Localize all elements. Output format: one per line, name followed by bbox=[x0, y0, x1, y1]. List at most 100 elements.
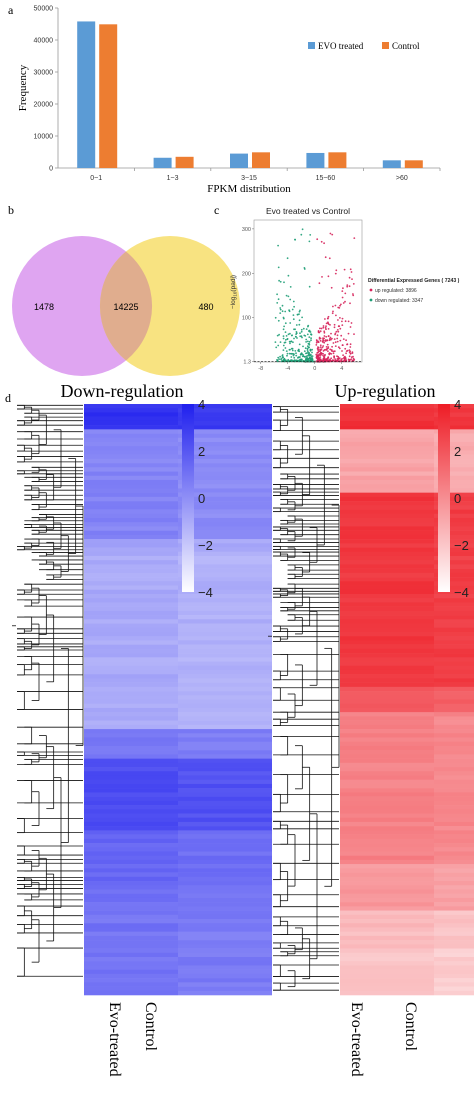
heatmap-cell bbox=[84, 631, 178, 637]
heatmap-cell bbox=[178, 843, 272, 848]
volcano-point-up bbox=[325, 325, 327, 328]
volcano-point-up bbox=[330, 353, 333, 355]
volcano-point-up bbox=[322, 338, 324, 341]
heatmap-cell bbox=[178, 720, 272, 726]
heatmap-cell bbox=[340, 581, 434, 586]
heatmap-cell bbox=[84, 589, 178, 595]
heatmap-cell bbox=[340, 463, 434, 468]
volcano-point-down bbox=[277, 244, 279, 247]
heatmap-cell bbox=[434, 779, 474, 785]
heatmap-cell bbox=[178, 577, 272, 582]
volcano-point-up bbox=[331, 345, 333, 348]
heatmap-cell bbox=[340, 969, 434, 975]
volcano-point-up bbox=[348, 349, 351, 351]
heatmap-cell bbox=[84, 767, 178, 772]
heatmap-cell bbox=[178, 509, 272, 515]
heatmap-cell bbox=[84, 834, 178, 840]
heatmap-cell bbox=[340, 923, 434, 928]
heatmap-cell bbox=[84, 729, 178, 734]
volcano-point-down bbox=[291, 349, 294, 352]
heatmap-cell bbox=[340, 940, 434, 945]
volcano-point-up bbox=[352, 293, 354, 295]
heatmap-cell bbox=[434, 783, 474, 789]
volcano-point-up bbox=[340, 303, 342, 306]
heatmap-cell bbox=[340, 450, 434, 455]
volcano-point-down bbox=[295, 359, 298, 362]
volcano-point-up bbox=[322, 325, 325, 327]
volcano-point-down bbox=[309, 348, 312, 351]
panel-label-d: d bbox=[5, 391, 11, 405]
volcano-point-down bbox=[295, 352, 297, 355]
heatmap-cell bbox=[178, 944, 272, 949]
legend-label-control: Control bbox=[392, 41, 420, 51]
heatmap-cell bbox=[340, 551, 434, 557]
heatmap-cell bbox=[434, 458, 474, 464]
heatmap-cell bbox=[434, 843, 474, 848]
volcano-point-up bbox=[332, 352, 335, 355]
heatmap-cell bbox=[178, 640, 272, 645]
volcano-point-up bbox=[320, 353, 323, 356]
volcano-point-down bbox=[311, 351, 313, 354]
volcano-point-down bbox=[277, 356, 280, 359]
volcano-point-up bbox=[322, 354, 324, 357]
volcano-point-down bbox=[302, 345, 304, 348]
volcano-point-down bbox=[309, 360, 312, 362]
heatmap-cell bbox=[178, 555, 272, 561]
volcano-point-down bbox=[293, 356, 296, 359]
heatmap-cell bbox=[84, 978, 178, 983]
heatmap-cell bbox=[340, 695, 434, 700]
heatmap-cell bbox=[84, 775, 178, 781]
heatmap-cell bbox=[84, 526, 178, 531]
heatmap-cell bbox=[434, 720, 474, 726]
heatmap-cell bbox=[434, 990, 474, 996]
heatmap-cell bbox=[434, 686, 474, 692]
volcano-point-up bbox=[334, 341, 337, 344]
heatmap-cell bbox=[178, 471, 272, 477]
volcano-point-up bbox=[342, 302, 345, 304]
heatmap-cell bbox=[340, 627, 434, 633]
volcano-point-down bbox=[289, 332, 291, 335]
volcano-point-down bbox=[291, 308, 294, 311]
volcano-point-down bbox=[277, 319, 280, 322]
volcano-point-up bbox=[320, 327, 323, 330]
bar-x-tick-label: >60 bbox=[396, 175, 408, 182]
heatmap-cell bbox=[340, 539, 434, 544]
heatmap-cell bbox=[434, 577, 474, 582]
heatmap-cell bbox=[434, 931, 474, 937]
volcano-point-down bbox=[284, 331, 287, 333]
volcano-point-down bbox=[285, 294, 288, 297]
volcano-point-up bbox=[321, 276, 323, 278]
bar-x-tick-label: 3~15 bbox=[241, 175, 257, 182]
volcano-point-up bbox=[350, 322, 353, 324]
volcano-point-down bbox=[299, 356, 301, 358]
volcano-point-down bbox=[288, 310, 291, 313]
heatmap-cell bbox=[178, 682, 272, 688]
heatmap-cell bbox=[434, 914, 474, 920]
volcano-point-up bbox=[317, 348, 319, 351]
heatmap-cell bbox=[84, 876, 178, 882]
heatmap-cell bbox=[340, 674, 434, 679]
heatmap-cell bbox=[178, 526, 272, 531]
volcano-point-down bbox=[291, 334, 293, 337]
volcano-point-up bbox=[325, 346, 328, 348]
heatmap-cell bbox=[178, 598, 272, 603]
heatmap-cell bbox=[434, 982, 474, 987]
heatmap-cell bbox=[340, 555, 434, 561]
volcano-point-down bbox=[281, 356, 284, 359]
volcano-point-down bbox=[282, 344, 285, 347]
heatmap-cell bbox=[434, 940, 474, 945]
volcano-point-down bbox=[278, 358, 280, 361]
bar-x-tick-label: 15~60 bbox=[316, 175, 336, 182]
volcano-point-up bbox=[328, 339, 331, 342]
colorbar-tick-label: 0 bbox=[198, 491, 205, 506]
heatmap-cell bbox=[178, 745, 272, 751]
volcano-y-label-tail: (padj) bbox=[230, 275, 237, 292]
heatmap-cell bbox=[434, 657, 474, 662]
volcano-point-down bbox=[290, 359, 293, 362]
volcano-point-up bbox=[318, 282, 321, 285]
heatmap-cell bbox=[434, 859, 474, 865]
bar-legend: EVO treated Control bbox=[308, 41, 420, 51]
heatmap-cell bbox=[178, 817, 272, 823]
volcano-point-up bbox=[349, 302, 351, 305]
heatmap-cell bbox=[340, 564, 434, 569]
